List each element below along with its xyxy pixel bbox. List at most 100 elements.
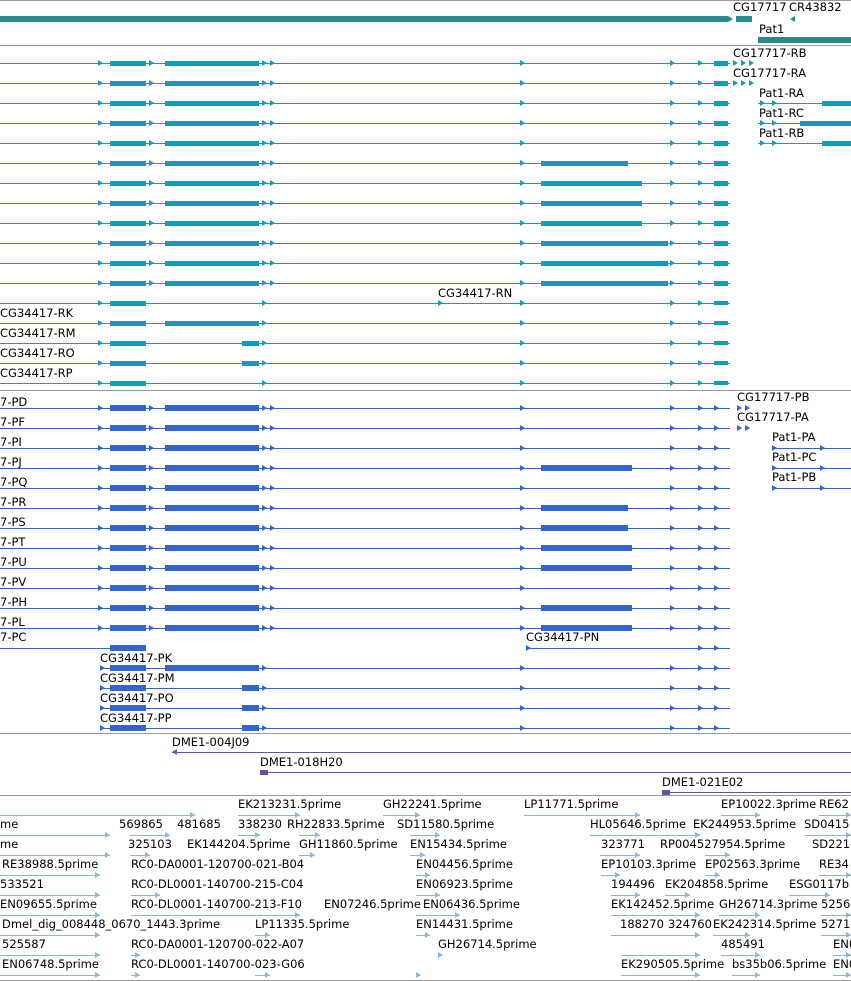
feature-label: Pat1-PB bbox=[772, 470, 817, 484]
arrow-marker bbox=[98, 445, 103, 451]
feature-block bbox=[714, 281, 728, 286]
arrow-marker bbox=[520, 525, 525, 531]
feature-line bbox=[721, 955, 760, 956]
feature-line bbox=[172, 752, 851, 753]
arrow-marker bbox=[98, 625, 103, 631]
feature-block bbox=[714, 361, 728, 365]
feature-label: EN06748.5prime bbox=[2, 957, 99, 971]
arrow-marker bbox=[698, 320, 703, 326]
feature-block bbox=[714, 381, 728, 385]
arrow-marker bbox=[772, 485, 777, 491]
arrow-marker bbox=[149, 240, 154, 246]
arrow-marker bbox=[265, 972, 270, 978]
track-separator bbox=[0, 795, 851, 796]
arrow-marker bbox=[520, 80, 525, 86]
arrow-marker bbox=[262, 100, 267, 106]
arrow-marker bbox=[149, 465, 154, 471]
arrow-marker bbox=[95, 932, 100, 938]
arrow-marker bbox=[262, 605, 267, 611]
arrow-marker bbox=[698, 565, 703, 571]
feature-line bbox=[238, 815, 300, 816]
arrow-marker bbox=[149, 445, 154, 451]
arrow-marker bbox=[698, 180, 703, 186]
feature-block bbox=[714, 261, 728, 266]
feature-block bbox=[165, 565, 259, 571]
feature-label: EK144204.5prime bbox=[187, 837, 291, 851]
arrow-marker bbox=[98, 180, 103, 186]
arrow-marker bbox=[698, 360, 703, 366]
arrow-marker bbox=[670, 140, 675, 146]
feature-label: 323771 bbox=[601, 837, 645, 851]
arrow-marker bbox=[520, 405, 525, 411]
arrow-marker bbox=[262, 465, 267, 471]
arrow-marker bbox=[749, 60, 754, 66]
arrow-marker bbox=[714, 545, 719, 551]
feature-label: bs35b06.5prime bbox=[732, 957, 827, 971]
arrow-marker bbox=[670, 320, 675, 326]
arrow-marker bbox=[745, 425, 750, 431]
feature-block bbox=[242, 725, 259, 731]
feature-label: 7-PI bbox=[0, 435, 22, 449]
feature-line bbox=[713, 935, 750, 936]
feature-line bbox=[0, 875, 100, 876]
feature-line bbox=[383, 815, 420, 816]
arrow-marker bbox=[714, 405, 719, 411]
feature-label: CG17717 bbox=[733, 0, 787, 14]
feature-label: CG34417-PO bbox=[100, 691, 174, 705]
arrow-marker bbox=[698, 380, 703, 386]
feature-block bbox=[0, 16, 728, 22]
arrow-marker bbox=[98, 505, 103, 511]
feature-line bbox=[0, 103, 730, 104]
feature-block bbox=[165, 181, 259, 186]
arrow-marker bbox=[846, 872, 851, 878]
arrow-marker bbox=[262, 545, 267, 551]
arrow-marker bbox=[725, 852, 730, 858]
feature-line bbox=[721, 815, 760, 816]
feature-line bbox=[789, 895, 830, 896]
arrow-marker bbox=[270, 505, 275, 511]
feature-block bbox=[165, 241, 259, 246]
feature-block bbox=[165, 201, 259, 206]
feature-label: CG17717-PA bbox=[737, 410, 809, 424]
feature-label: me bbox=[0, 817, 19, 831]
arrow-marker bbox=[670, 380, 675, 386]
feature-label: me bbox=[0, 837, 19, 851]
arrow-marker bbox=[149, 545, 154, 551]
arrow-marker bbox=[520, 240, 525, 246]
feature-line bbox=[0, 323, 730, 324]
arrow-marker bbox=[98, 425, 103, 431]
feature-label: SD221 bbox=[812, 837, 851, 851]
arrow-marker bbox=[520, 565, 525, 571]
feature-block bbox=[110, 725, 146, 731]
feature-label: EP02563.3prime bbox=[705, 857, 801, 871]
arrow-marker bbox=[270, 545, 275, 551]
arrow-marker bbox=[262, 445, 267, 451]
feature-line bbox=[0, 895, 100, 896]
arrow-marker bbox=[670, 685, 675, 691]
feature-line bbox=[0, 855, 110, 856]
arrow-marker bbox=[262, 405, 267, 411]
feature-block bbox=[110, 665, 146, 671]
feature-line bbox=[0, 163, 730, 164]
arrow-marker bbox=[526, 645, 531, 651]
feature-label: HL05646.5prime bbox=[590, 817, 687, 831]
feature-line bbox=[0, 528, 730, 529]
arrow-marker bbox=[760, 120, 765, 126]
track-separator bbox=[0, 0, 851, 1]
arrow-marker bbox=[100, 685, 105, 691]
feature-label: LP11771.5prime bbox=[524, 797, 619, 811]
arrow-marker bbox=[698, 160, 703, 166]
arrow-marker bbox=[95, 972, 100, 978]
feature-block bbox=[110, 405, 146, 411]
arrow-marker bbox=[635, 812, 640, 818]
arrow-marker bbox=[714, 505, 719, 511]
feature-label: CG34417-RN bbox=[438, 286, 513, 300]
feature-label: 7-PT bbox=[0, 535, 26, 549]
arrow-marker bbox=[772, 445, 777, 451]
arrow-marker bbox=[820, 485, 825, 491]
feature-label: GH22241.5prime bbox=[383, 797, 482, 811]
arrow-marker bbox=[714, 625, 719, 631]
arrow-marker bbox=[737, 405, 742, 411]
arrow-marker bbox=[435, 832, 440, 838]
arrow-marker bbox=[262, 200, 267, 206]
